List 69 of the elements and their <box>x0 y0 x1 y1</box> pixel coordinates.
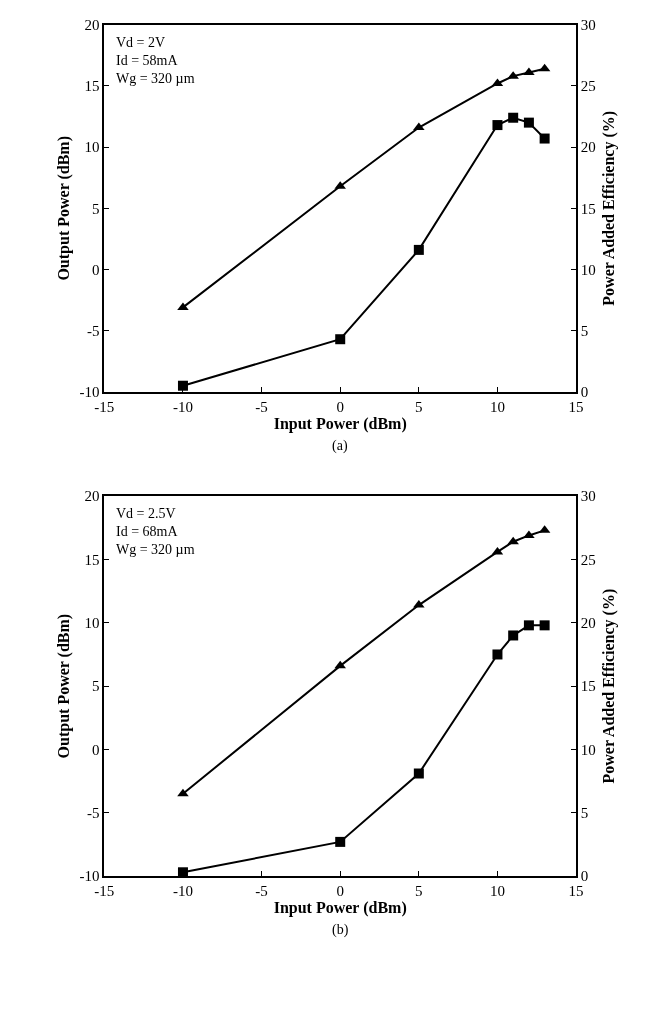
annotation: Vd = 2V Id = 58mA Wg = 320 µm <box>116 35 195 87</box>
x-tick-label: 0 <box>336 398 344 415</box>
x-tick-label: -15 <box>94 398 115 415</box>
x-tick-label: 10 <box>489 398 505 415</box>
x-tick-label: -10 <box>172 398 193 415</box>
point <box>413 244 424 255</box>
point <box>539 133 550 144</box>
y-tick-label: 5 <box>92 678 100 695</box>
y2-tick-label: 30 <box>580 16 596 33</box>
x-tick-label: -15 <box>94 882 115 899</box>
point <box>508 630 519 641</box>
point <box>507 536 519 545</box>
x-tick-label: 0 <box>336 882 344 899</box>
y-axis-title: Output Power (dBm) <box>55 135 73 281</box>
point <box>413 122 425 131</box>
y2-tick-label: 10 <box>580 261 596 278</box>
y2-tick-label: 0 <box>580 384 589 401</box>
y-tick-label: 10 <box>84 139 100 156</box>
y2-tick-label: 15 <box>580 200 596 217</box>
point <box>177 380 188 391</box>
annotation: Vd = 2.5V Id = 68mA Wg = 320 µm <box>116 506 195 558</box>
y2-tick-label: 20 <box>580 139 596 156</box>
y-tick-label: 0 <box>92 261 100 278</box>
point <box>334 660 346 669</box>
y2-tick-label: 15 <box>580 678 596 695</box>
point <box>508 112 519 123</box>
y-tick-label: 15 <box>84 78 100 95</box>
y2-tick-label: 5 <box>580 322 589 339</box>
y-axis-title: Output Power (dBm) <box>55 613 73 759</box>
point <box>523 620 534 631</box>
x-tick-label: 15 <box>568 882 584 899</box>
x-tick-label: -10 <box>172 882 193 899</box>
y2-axis-title: Power Added Efficiency (%) <box>600 588 619 784</box>
x-tick-label: 10 <box>489 882 505 899</box>
y-tick-label: -5 <box>87 805 100 822</box>
x-tick-label: 15 <box>568 398 584 415</box>
y2-tick-label: 0 <box>580 868 589 885</box>
y2-tick-label: 25 <box>580 78 596 95</box>
y-tick-label: -10 <box>79 384 100 401</box>
y-tick-label: -10 <box>79 868 100 885</box>
point <box>335 836 346 847</box>
y2-tick-label: 10 <box>580 741 596 758</box>
x-axis-title: Input Power (dBm) <box>273 899 407 918</box>
y2-tick-label: 20 <box>580 615 596 632</box>
y2-axis-title: Power Added Efficiency (%) <box>600 110 619 306</box>
point <box>413 768 424 779</box>
x-tick-label: 5 <box>415 398 423 415</box>
y2-tick-label: 30 <box>580 488 596 505</box>
y2-tick-label: 25 <box>580 551 596 568</box>
y-tick-label: 20 <box>84 488 100 505</box>
y-tick-label: 5 <box>92 200 100 217</box>
y-tick-label: 10 <box>84 615 100 632</box>
x-axis-title: Input Power (dBm) <box>273 414 407 433</box>
point <box>492 649 503 660</box>
y-tick-label: 15 <box>84 551 100 568</box>
point <box>177 788 189 797</box>
y2-tick-label: 5 <box>580 805 589 822</box>
y-tick-label: -5 <box>87 322 100 339</box>
point <box>539 620 550 631</box>
x-tick-label: -5 <box>255 398 268 415</box>
text: (a) <box>332 438 348 454</box>
point <box>492 120 503 131</box>
point <box>335 334 346 345</box>
text: (b) <box>332 922 349 938</box>
y-tick-label: 20 <box>84 16 100 33</box>
x-tick-label: -5 <box>255 882 268 899</box>
point <box>523 117 534 128</box>
x-tick-label: 5 <box>415 882 423 899</box>
y-tick-label: 0 <box>92 741 100 758</box>
